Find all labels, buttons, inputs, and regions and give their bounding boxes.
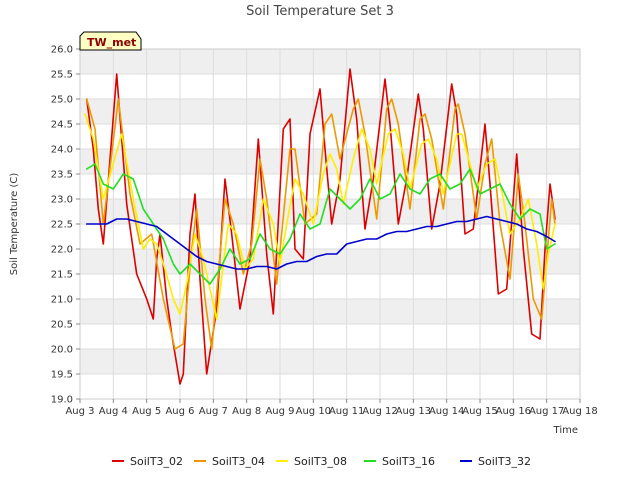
- series-lines: [84, 68, 556, 385]
- series-line-soilt3-02: [85, 68, 556, 385]
- plot-band: [80, 49, 580, 74]
- x-tick-label: Aug 16: [496, 406, 531, 417]
- y-tick-label: 21.5: [51, 270, 73, 281]
- x-tick-label: Aug 12: [362, 406, 397, 417]
- y-tick-label: 25.0: [51, 95, 73, 106]
- y-tick-label: 25.5: [51, 70, 73, 81]
- y-tick-label: 20.5: [51, 320, 73, 331]
- series-line-soilt3-32: [85, 215, 556, 270]
- site-tag-label: TW_met: [87, 36, 136, 49]
- x-tick-label: Aug 18: [562, 406, 597, 417]
- x-tick-label: Aug 4: [99, 406, 128, 417]
- legend-label: SoilT3_16: [382, 455, 435, 468]
- x-tick-label: Aug 9: [265, 406, 294, 417]
- x-tick-label: Aug 15: [462, 406, 497, 417]
- y-tick-label: 22.0: [51, 245, 73, 256]
- series-line-soilt3-16: [85, 163, 556, 285]
- plot-band: [80, 149, 580, 174]
- y-axis-label: Soil Temperature (C): [9, 173, 20, 276]
- y-tick-label: 20.0: [51, 345, 73, 356]
- x-tick-label: Aug 14: [429, 406, 464, 417]
- site-tag-badge: TW_met: [79, 31, 142, 51]
- x-tick-label: Aug 7: [199, 406, 228, 417]
- x-axis-label: Time: [553, 425, 578, 436]
- x-axis-ticks: Aug 3 Aug 4 Aug 5 Aug 6 Aug 7 Aug 8 Aug 9 Aug 1…: [65, 399, 598, 417]
- legend-label: SoilT3_04: [212, 455, 265, 468]
- y-tick-label: 22.5: [51, 220, 73, 231]
- x-tick-label: Aug 8: [232, 406, 261, 417]
- y-tick-label: 24.5: [51, 120, 73, 131]
- x-tick-label: Aug 6: [165, 406, 194, 417]
- y-tick-label: 23.5: [51, 170, 73, 181]
- y-tick-label: 19.0: [51, 395, 73, 406]
- y-tick-label: 24.0: [51, 145, 73, 156]
- x-tick-label: Aug 10: [296, 406, 331, 417]
- y-tick-label: 26.0: [51, 45, 73, 56]
- legend-label: SoilT3_08: [294, 455, 347, 468]
- x-tick-label: Aug 11: [329, 406, 364, 417]
- legend-label: SoilT3_02: [130, 455, 183, 468]
- plot-band: [80, 349, 580, 374]
- legend: SoilT3_02 SoilT3_04 SoilT3_08 SoilT3_16 Soil…: [112, 455, 531, 468]
- legend-label: SoilT3_32: [478, 455, 531, 468]
- x-tick-label: Aug 13: [396, 406, 431, 417]
- plot-band: [80, 299, 580, 324]
- chart-title: Soil Temperature Set 3: [246, 4, 394, 19]
- y-axis-ticks: 19.0 19.5 20.0 20.5 21.0 21.5 22.0 22.5 23.0 23.5…: [51, 45, 80, 406]
- y-tick-label: 23.0: [51, 195, 73, 206]
- series-line-soilt3-08: [84, 113, 556, 320]
- series-line-soilt3-04: [85, 98, 556, 350]
- x-tick-label: Aug 5: [132, 406, 161, 417]
- x-tick-label: Aug 3: [65, 406, 94, 417]
- y-tick-label: 19.5: [51, 370, 73, 381]
- x-tick-label: Aug 17: [529, 406, 564, 417]
- plot-band: [80, 99, 580, 124]
- y-tick-label: 21.0: [51, 295, 73, 306]
